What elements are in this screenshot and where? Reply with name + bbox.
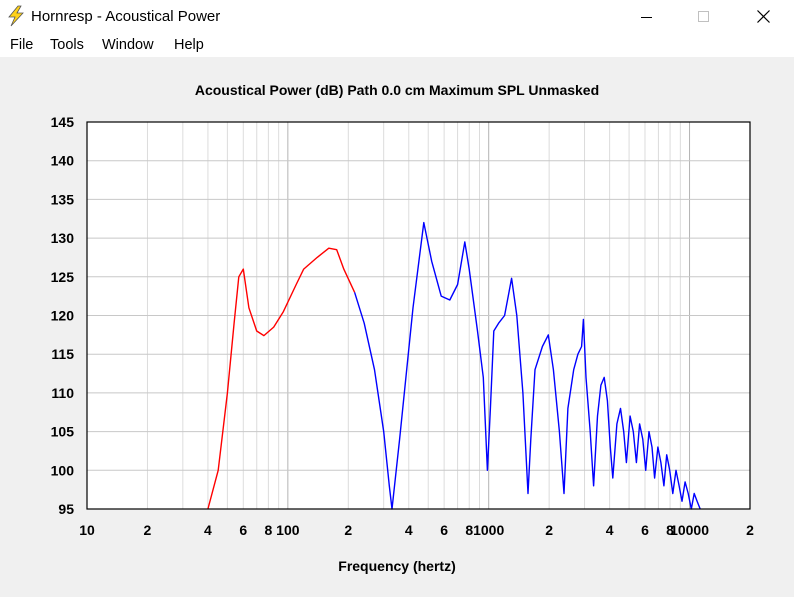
menu-bar: File Tools Window Help xyxy=(0,33,794,57)
x-tick-label: 100 xyxy=(276,522,300,538)
x-tick-label: 8 xyxy=(465,522,473,538)
y-tick-label: 100 xyxy=(51,462,75,478)
window-title: Hornresp - Acoustical Power xyxy=(31,8,221,25)
x-tick-label: 4 xyxy=(204,522,212,538)
minimize-button[interactable] xyxy=(624,0,670,33)
title-bar: Hornresp - Acoustical Power xyxy=(0,0,794,33)
maximize-icon xyxy=(698,10,709,22)
x-tick-label: 4 xyxy=(606,522,614,538)
x-tick-label: 10 xyxy=(79,522,95,538)
y-tick-label: 120 xyxy=(51,308,75,324)
menu-tools[interactable]: Tools xyxy=(50,37,84,53)
x-tick-label: 6 xyxy=(641,522,649,538)
y-tick-label: 145 xyxy=(51,114,75,130)
x-tick-label: 4 xyxy=(405,522,413,538)
series-line-1 xyxy=(207,247,356,510)
y-tick-label: 95 xyxy=(58,501,74,517)
x-tick-label: 6 xyxy=(440,522,448,538)
plot-border xyxy=(86,121,751,510)
maximize-button[interactable] xyxy=(681,0,727,33)
y-tick-label: 105 xyxy=(51,424,75,440)
x-tick-label: 2 xyxy=(545,522,553,538)
series-line-2 xyxy=(353,221,701,510)
y-tick-label: 130 xyxy=(51,230,75,246)
lightning-bolt-icon xyxy=(8,5,24,27)
y-tick-label: 115 xyxy=(51,346,74,362)
close-icon xyxy=(756,10,770,23)
x-tick-label: 2 xyxy=(344,522,352,538)
x-tick-label: 2 xyxy=(746,522,754,538)
y-tick-label: 140 xyxy=(51,153,75,169)
y-tick-label: 110 xyxy=(51,385,74,401)
y-tick-label: 125 xyxy=(51,269,75,285)
x-axis-label: Frequency (hertz) xyxy=(338,558,456,574)
x-tick-label: 2 xyxy=(144,522,152,538)
x-tick-label: 1000 xyxy=(473,522,504,538)
menu-help[interactable]: Help xyxy=(174,37,204,53)
x-tick-label: 8 xyxy=(264,522,272,538)
close-button[interactable] xyxy=(740,0,786,33)
plot-title: Acoustical Power (dB) Path 0.0 cm Maximu… xyxy=(194,82,600,98)
menu-file[interactable]: File xyxy=(10,37,34,53)
x-tick-label: 8 xyxy=(666,522,674,538)
menu-window[interactable]: Window xyxy=(102,37,154,53)
x-tick-label: 10000 xyxy=(670,522,709,538)
minimize-icon xyxy=(641,16,652,18)
y-tick-label: 135 xyxy=(51,191,75,207)
x-tick-label: 6 xyxy=(239,522,247,538)
